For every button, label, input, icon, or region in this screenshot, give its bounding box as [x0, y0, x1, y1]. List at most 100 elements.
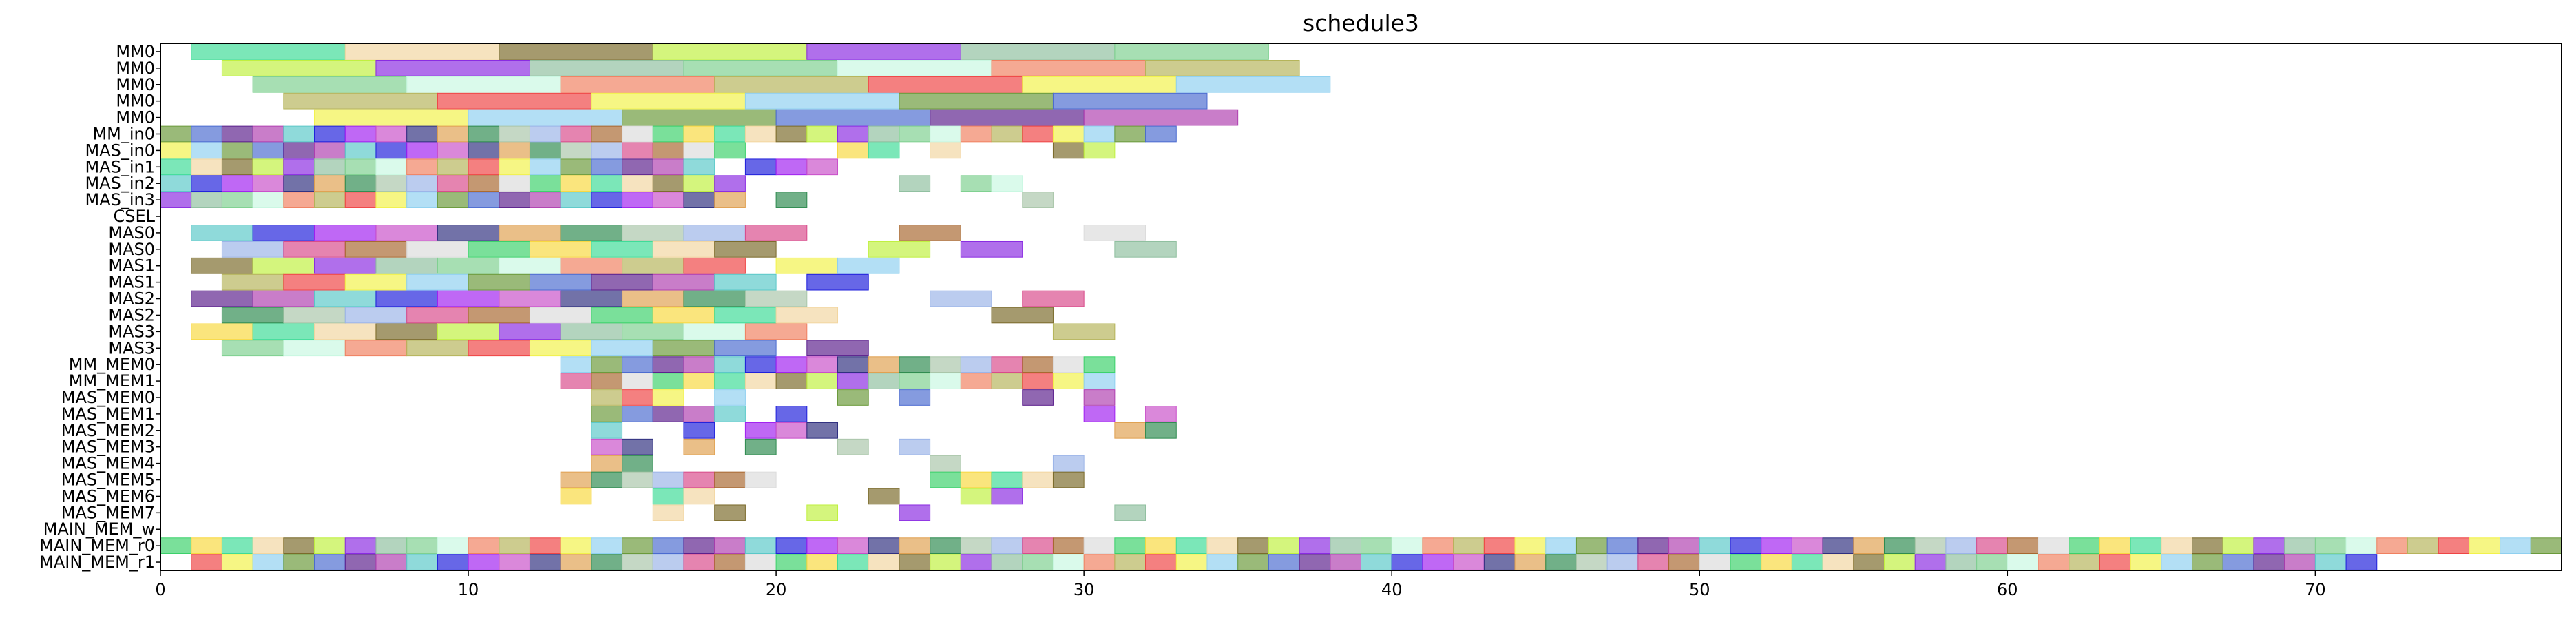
gantt-bar — [1545, 537, 1577, 554]
gantt-bar — [499, 125, 530, 143]
gantt-bar — [744, 554, 777, 570]
gantt-bar — [930, 471, 961, 488]
gantt-bar — [1514, 554, 1547, 570]
y-tick-label: MAS_MEM5 — [61, 471, 155, 490]
gantt-bar — [529, 273, 592, 291]
gantt-bar — [406, 125, 438, 143]
gantt-bar — [560, 192, 592, 208]
gantt-bar — [868, 373, 900, 389]
gantt-bar — [591, 175, 623, 192]
gantt-bar — [221, 554, 253, 570]
gantt-bar — [468, 273, 530, 291]
gantt-bar — [221, 240, 284, 258]
gantt-bar — [652, 554, 684, 570]
gantt-bar — [283, 192, 315, 208]
gantt-bar — [775, 109, 931, 126]
gantt-bar — [1022, 192, 1054, 208]
gantt-bar — [1606, 537, 1639, 554]
gantt-bar — [1083, 109, 1239, 126]
gantt-bar — [1761, 554, 1792, 570]
gantt-bar — [960, 240, 1023, 258]
gantt-bar — [221, 175, 253, 192]
gantt-bar — [499, 290, 561, 307]
gantt-bar — [314, 290, 377, 307]
gantt-bar — [344, 554, 377, 570]
gantt-bar — [960, 175, 992, 192]
gantt-bar — [314, 158, 346, 176]
gantt-bar — [191, 142, 222, 159]
gantt-bar — [1052, 455, 1085, 472]
gantt-bar — [1361, 554, 1392, 570]
gantt-bar — [930, 537, 961, 554]
gantt-bar — [744, 537, 777, 554]
gantt-bar — [1083, 142, 1116, 159]
gantt-bar — [191, 290, 253, 307]
gantt-bar — [406, 340, 469, 357]
gantt-bar — [1052, 373, 1085, 389]
gantt-bar — [652, 142, 684, 159]
gantt-bar — [560, 158, 592, 176]
gantt-bar — [468, 158, 500, 176]
chart-title: schedule3 — [1303, 10, 1419, 37]
x-tick-label: 20 — [766, 580, 787, 599]
gantt-bar — [499, 43, 653, 60]
gantt-bar — [499, 323, 561, 340]
gantt-bar — [806, 340, 869, 357]
gantt-bar — [375, 290, 438, 307]
gantt-bar — [868, 537, 900, 554]
gantt-bar — [1575, 554, 1608, 570]
gantt-bar — [837, 389, 869, 406]
y-tick-label: MAS_in2 — [85, 174, 155, 193]
gantt-bar — [2469, 537, 2501, 554]
gantt-bar — [899, 175, 931, 192]
gantt-bar — [930, 373, 961, 389]
gantt-bar — [560, 257, 623, 274]
gantt-bar — [683, 554, 715, 570]
gantt-bar — [314, 554, 346, 570]
gantt-bar — [899, 504, 931, 521]
gantt-bar — [344, 240, 408, 258]
gantt-bar — [683, 356, 715, 373]
gantt-bar — [652, 537, 684, 554]
gantt-bar — [2345, 554, 2378, 570]
gantt-bar — [314, 225, 377, 241]
gantt-bar — [1237, 554, 1269, 570]
gantt-bar — [499, 225, 561, 241]
gantt-bar — [714, 471, 746, 488]
gantt-bar — [1083, 554, 1116, 570]
gantt-bar — [714, 142, 746, 159]
gantt-bar — [683, 60, 839, 76]
gantt-bar — [375, 192, 408, 208]
gantt-bar — [622, 175, 653, 192]
gantt-bar — [1422, 554, 1454, 570]
gantt-bar — [1083, 537, 1116, 554]
gantt-bar — [591, 273, 653, 291]
y-tick-label: MAS0 — [108, 240, 155, 259]
gantt-bar — [1883, 554, 1916, 570]
gantt-bar — [652, 488, 684, 505]
y-tick-label: MAS1 — [108, 256, 155, 276]
gantt-bar — [344, 273, 408, 291]
gantt-bar — [499, 142, 530, 159]
gantt-bar — [1668, 537, 1700, 554]
y-tick-label: MAS_in0 — [85, 141, 155, 160]
gantt-bar — [2069, 537, 2100, 554]
y-tick-label: MAIN_MEM_w — [43, 519, 155, 539]
gantt-bar — [775, 192, 808, 208]
x-tick-label: 10 — [458, 580, 479, 599]
gantt-bar — [652, 175, 684, 192]
gantt-bar — [652, 406, 684, 422]
gantt-bar — [991, 488, 1023, 505]
gantt-bar — [406, 76, 561, 93]
gantt-bar — [2007, 537, 2039, 554]
gantt-bar — [837, 257, 900, 274]
gantt-bar — [837, 60, 992, 76]
gantt-bar — [1483, 537, 1516, 554]
y-tick-label: MAS3 — [108, 338, 155, 358]
gantt-bar — [2007, 554, 2039, 570]
gantt-bar — [1052, 323, 1116, 340]
gantt-bar — [375, 142, 408, 159]
gantt-bar — [837, 438, 869, 455]
gantt-bar — [560, 471, 592, 488]
gantt-bar — [344, 142, 377, 159]
